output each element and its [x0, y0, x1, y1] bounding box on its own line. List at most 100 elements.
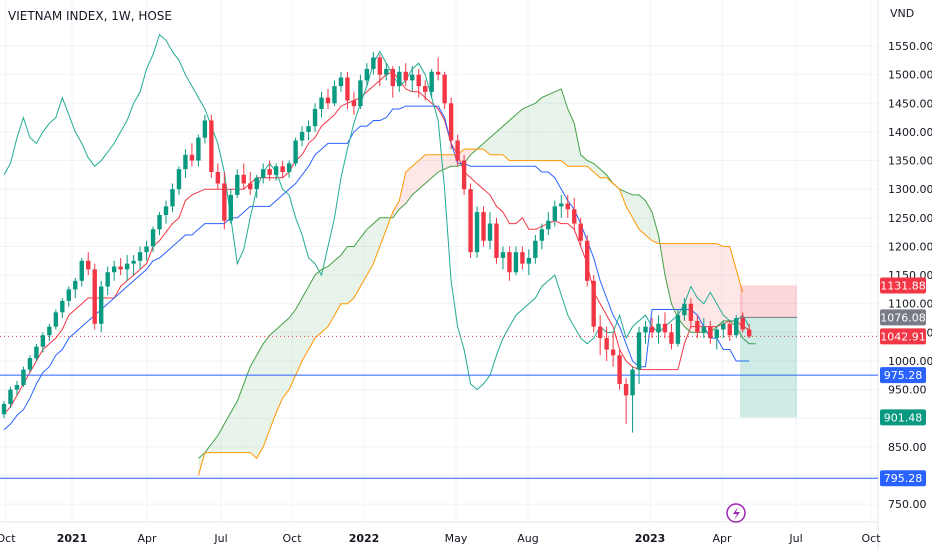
svg-text:901.48: 901.48	[884, 411, 923, 424]
series-line-0	[3, 71, 750, 415]
cloud-segment-76	[496, 126, 503, 155]
candle-101	[656, 315, 661, 344]
candle-68	[442, 71, 447, 110]
x-tick-3: Jul	[213, 532, 227, 545]
cloud-segment-39	[256, 343, 264, 459]
candle-46	[299, 126, 305, 147]
candle-21	[137, 246, 143, 270]
lightning-icon[interactable]	[726, 503, 746, 523]
candle-62	[403, 63, 408, 87]
x-tick-9: Apr	[712, 532, 732, 545]
candle-53	[345, 71, 350, 110]
candle-99	[643, 320, 648, 344]
cloud-segment-88	[574, 123, 581, 167]
candle-98	[636, 326, 642, 384]
candle-49	[319, 91, 324, 118]
candle-90	[585, 235, 590, 287]
candle-29	[189, 143, 195, 167]
svg-text:1042.91: 1042.91	[880, 330, 926, 343]
cloud-segment-64	[418, 154, 426, 190]
price-tag-1: 1076.08	[880, 309, 926, 326]
candle-89	[578, 217, 583, 247]
candle-88	[572, 197, 577, 230]
candle-17	[111, 260, 117, 281]
candle-50	[325, 88, 331, 110]
candle-22	[144, 240, 149, 261]
cloud-segment-34	[224, 412, 231, 453]
candle-110	[714, 326, 719, 350]
cloud-segment-52	[340, 246, 348, 304]
candle-9	[60, 298, 65, 319]
stop-zone	[740, 285, 797, 318]
y-tick-11: 1300.00	[888, 183, 932, 196]
cloud-segment-111	[723, 246, 730, 321]
cloud-segment-55	[360, 229, 367, 287]
candle-13	[86, 252, 91, 276]
cloud-segment-77	[502, 120, 510, 161]
candle-87	[565, 194, 570, 218]
cloud-segment-53	[347, 246, 354, 304]
candle-85	[552, 200, 557, 227]
cloud-segment-45	[295, 298, 303, 376]
price-tag-0: 1131.88	[880, 277, 926, 294]
candle-23	[150, 226, 156, 253]
y-tick-13: 1400.00	[888, 126, 932, 139]
candle-82	[533, 235, 538, 264]
candle-80	[520, 246, 525, 270]
cloud-segment-33	[217, 423, 225, 453]
candle-20	[131, 255, 136, 276]
candle-114	[740, 312, 745, 333]
cloud-segment-57	[373, 217, 380, 264]
cloud-segment-80	[522, 106, 529, 161]
y-tick-10: 1250.00	[888, 212, 932, 225]
candle-25	[163, 200, 169, 224]
x-tick-10: Jul	[788, 532, 802, 545]
candle-106	[688, 298, 694, 327]
candle-83	[539, 223, 545, 250]
cloud-segment-107	[697, 243, 704, 333]
candle-5	[34, 343, 39, 361]
candle-10	[66, 286, 71, 307]
cloud-segment-37	[243, 366, 251, 453]
x-tick-1: 2021	[57, 532, 88, 545]
candle-0	[1, 401, 7, 419]
candle-72	[468, 183, 473, 258]
cloud-segment-58	[379, 217, 387, 247]
candle-105	[682, 298, 687, 321]
candle-64	[416, 68, 421, 98]
candle-97	[630, 366, 635, 433]
y-tick-7: 1100.00	[888, 298, 932, 311]
candle-18	[118, 257, 123, 276]
cloud-segment-42	[276, 323, 283, 413]
cloud-segment-43	[282, 318, 290, 399]
cloud-segment-108	[703, 243, 711, 333]
cloud-segment-54	[353, 237, 361, 299]
x-tick-2: Apr	[137, 532, 157, 545]
y-tick-4: 950.00	[888, 384, 927, 397]
cloud-segment-83	[541, 94, 549, 161]
cloud-segment-35	[230, 401, 238, 453]
candle-96	[623, 378, 629, 424]
cloud-segment-92	[600, 169, 607, 178]
svg-text:795.28: 795.28	[884, 472, 923, 485]
cloud-segment-86	[561, 88, 568, 167]
cloud-segment-96	[626, 192, 633, 218]
candle-59	[384, 63, 389, 81]
cloud-segment-103	[671, 243, 678, 319]
candle-77	[500, 246, 506, 270]
cloud-segment-46	[302, 286, 309, 361]
candle-3	[21, 366, 26, 387]
candle-28	[183, 149, 188, 178]
candle-56	[364, 63, 370, 87]
cloud-segment-99	[645, 200, 652, 241]
candle-27	[176, 166, 182, 195]
y-tick-14: 1450.00	[888, 97, 932, 110]
candle-84	[546, 212, 551, 236]
cloud-segment-68	[444, 154, 452, 170]
candle-12	[79, 257, 84, 287]
chart-title: VIETNAM INDEX, 1W, HOSE	[8, 9, 172, 23]
candle-41	[267, 160, 272, 181]
price-tag-5: 795.28	[880, 470, 926, 487]
candle-111	[721, 320, 726, 339]
